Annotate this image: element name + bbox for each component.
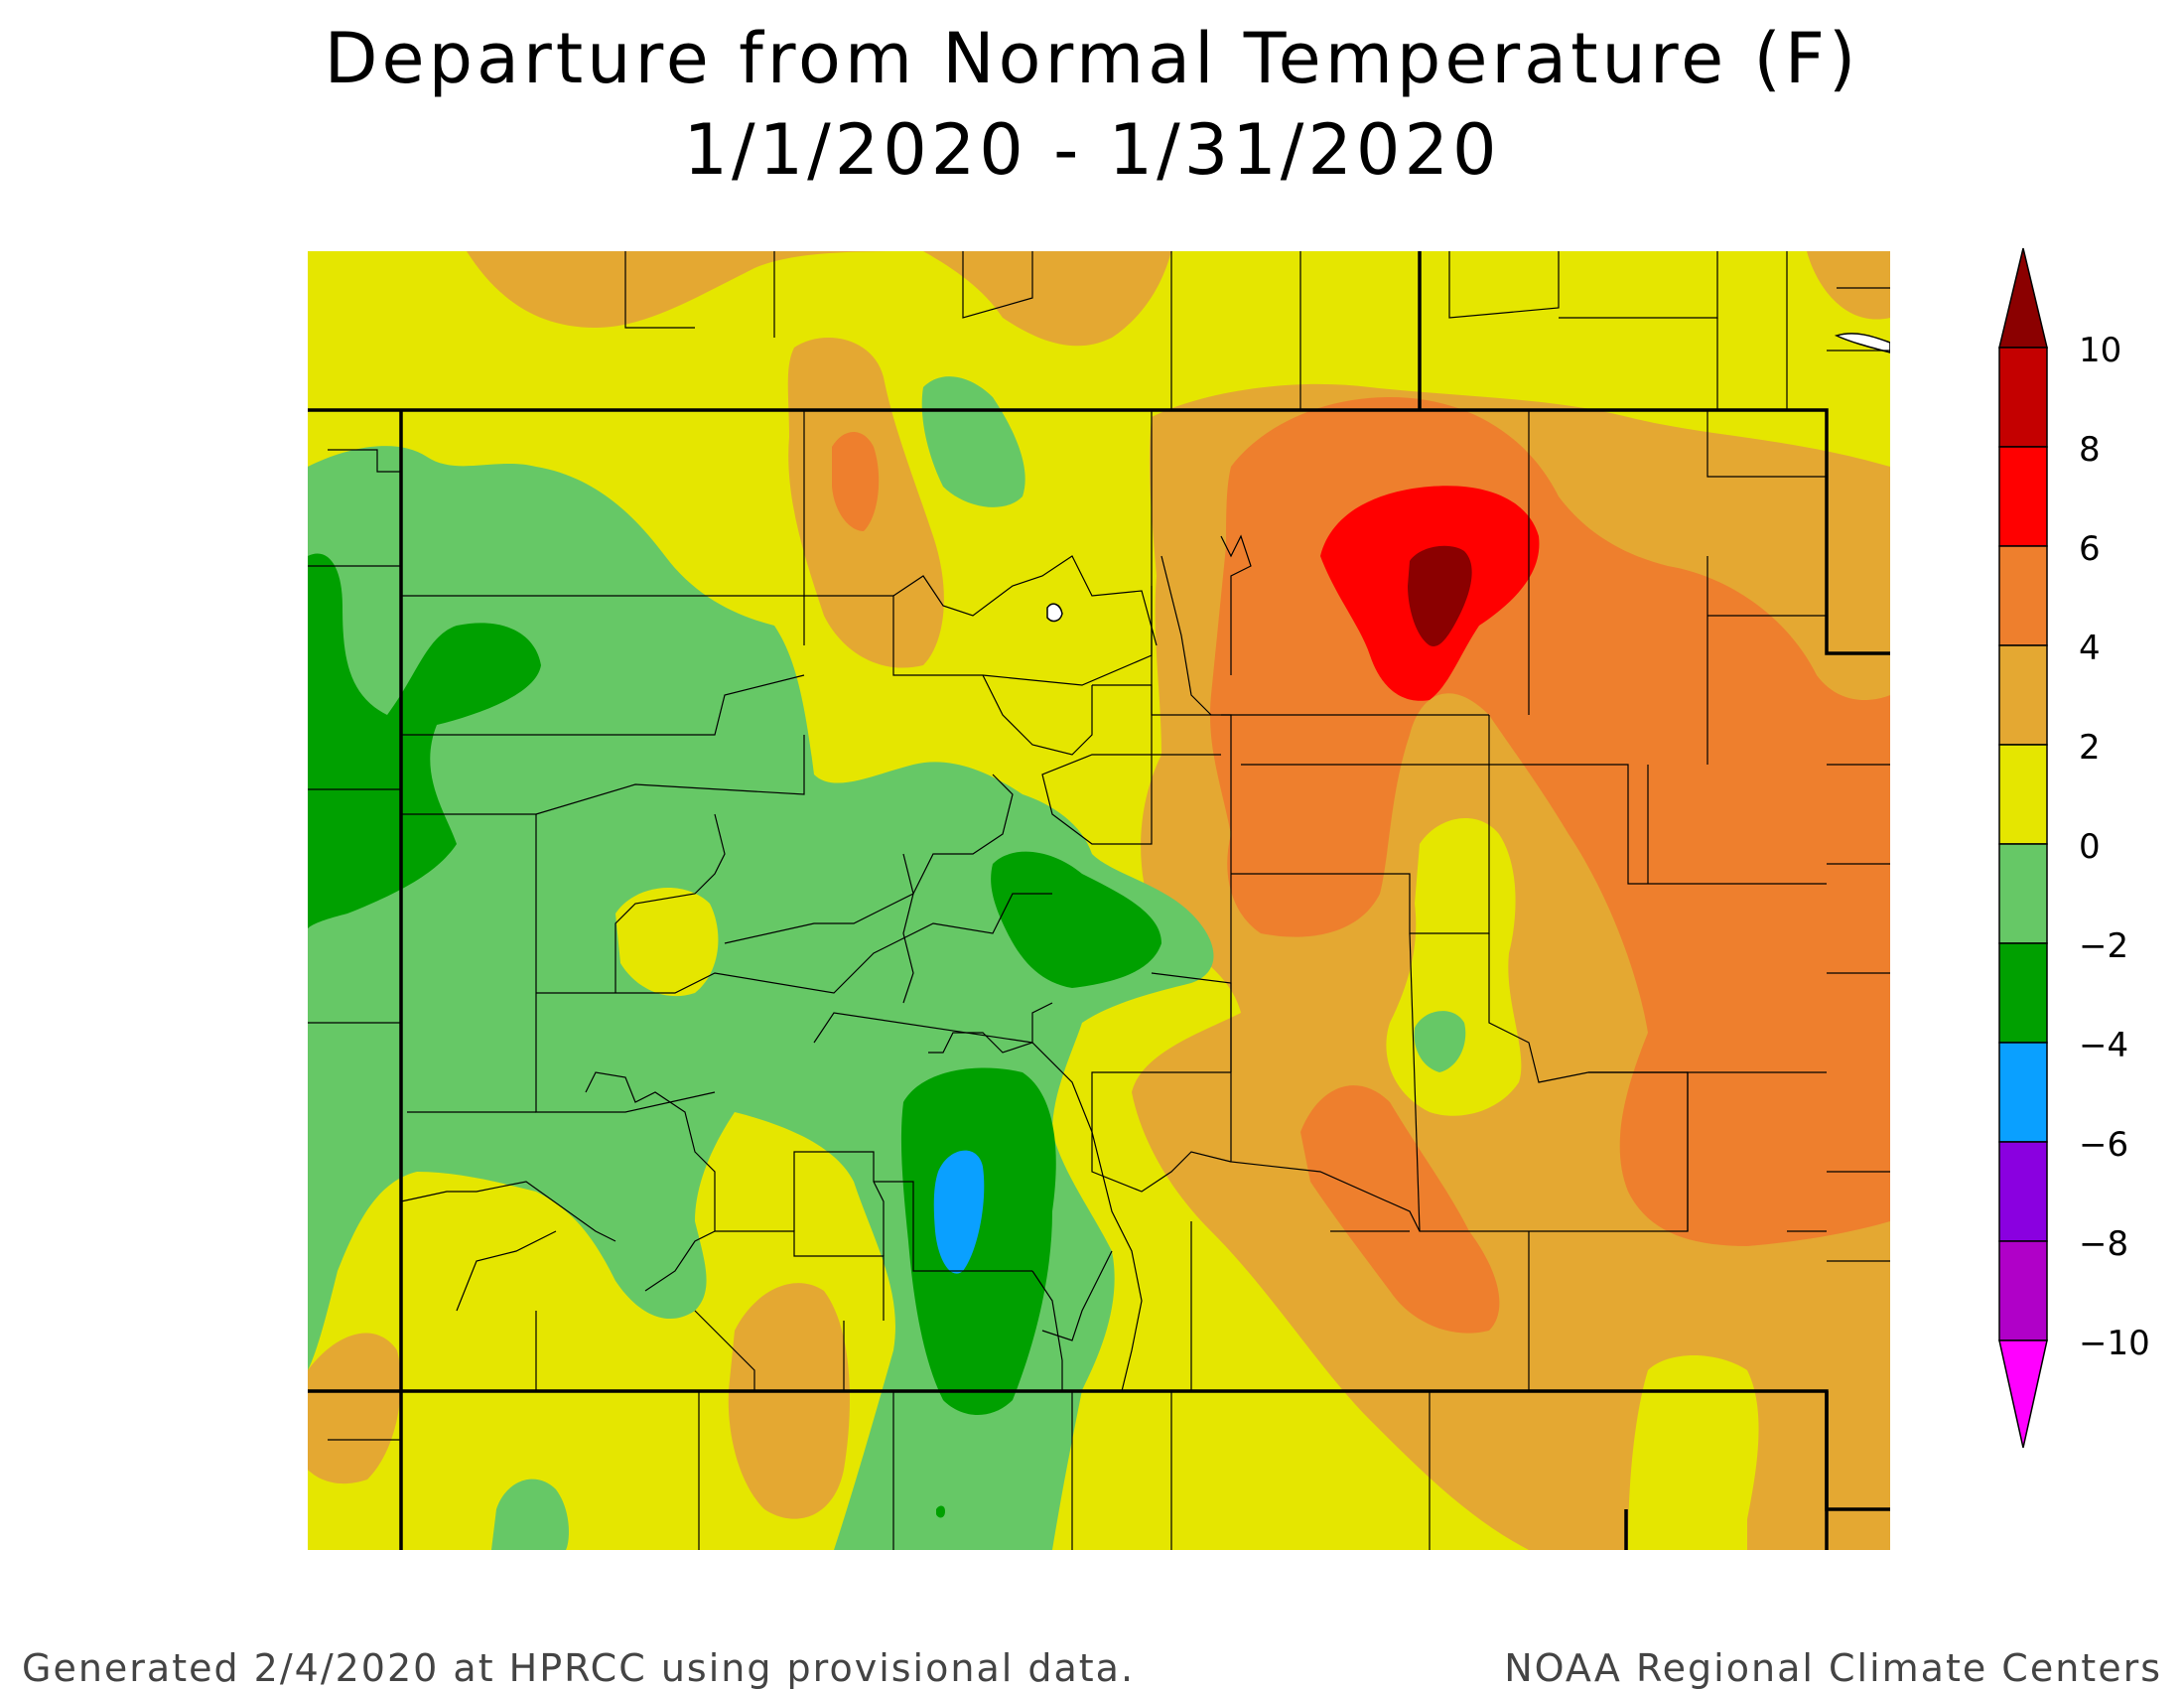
legend-bin-neg10-to-neg8 <box>1998 1240 2048 1341</box>
legend <box>1998 247 2048 1449</box>
contour-2-to-4-north-top <box>467 251 923 328</box>
contour-neg4-to-neg2-south <box>900 1067 1056 1415</box>
legend-bin-neg6-to-neg4 <box>1998 1042 2048 1143</box>
legend-labels: 10 8 6 4 2 0 −2 −4 −6 −8 −10 <box>2079 331 2150 1363</box>
contour-neg2-to-0-southwest-blob <box>491 1479 569 1550</box>
source-credit: NOAA Regional Climate Centers <box>1504 1646 2162 1690</box>
legend-label-4: 4 <box>2079 629 2101 668</box>
legend-bin-6-to-8 <box>1998 446 2048 547</box>
contour-neg2-to-0-east-pocket <box>1414 1011 1466 1072</box>
contour-neg4-to-neg2-west <box>308 553 541 928</box>
contour-field <box>308 251 1890 1550</box>
legend-bin-above-10 <box>1998 247 2048 349</box>
contour-0-to-2-north-pocket <box>1477 321 1538 379</box>
legend-label-neg4: −4 <box>2079 1026 2128 1065</box>
legend-label-0: 0 <box>2079 827 2101 867</box>
lake-northeast <box>1834 333 1890 353</box>
legend-bin-4-to-6 <box>1998 545 2048 646</box>
legend-bin-8-to-10 <box>1998 347 2048 448</box>
contour-4-to-6-southcentral <box>1300 1085 1500 1334</box>
legend-label-neg6: −6 <box>2079 1125 2128 1165</box>
contour-2-to-4-southeast-corner <box>1855 1291 1890 1450</box>
legend-bin-0-to-2 <box>1998 744 2048 845</box>
legend-label-neg2: −2 <box>2079 926 2128 966</box>
legend-label-2: 2 <box>2079 728 2101 768</box>
contour-2-to-4-north <box>467 251 1171 347</box>
contour-2-to-4-northeast <box>1171 251 1890 320</box>
map-date-range: 1/1/2020 - 1/31/2020 <box>683 109 1501 191</box>
legend-bin-neg4-to-neg2 <box>1998 942 2048 1044</box>
contour-8-to-10 <box>1408 545 1472 646</box>
legend-label-6: 6 <box>2079 529 2101 569</box>
legend-bin-neg2-to-0 <box>1998 843 2048 944</box>
contour-2-to-4-southwest <box>308 1333 401 1484</box>
generated-note: Generated 2/4/2020 at HPRCC using provis… <box>22 1646 1136 1690</box>
legend-label-neg8: −8 <box>2079 1224 2128 1264</box>
contour-neg6-to-neg4 <box>933 1150 985 1274</box>
contour-0-to-2-se-pocket <box>1628 1355 1759 1550</box>
state-borders <box>308 251 1890 1550</box>
legend-bin-2-to-4 <box>1998 644 2048 746</box>
contour-neg4-to-neg2-center <box>991 851 1161 988</box>
map-title: Departure from Normal Temperature (F) <box>324 18 1860 99</box>
legend-label-8: 8 <box>2079 430 2101 470</box>
contour-neg4-to-neg2-dot <box>936 1505 945 1518</box>
contour-0-to-2-west-pocket <box>615 887 719 997</box>
county-lines <box>308 251 1890 1550</box>
legend-label-10: 10 <box>2079 331 2121 370</box>
legend-label-neg10: −10 <box>2079 1324 2150 1363</box>
contour-2-to-4-south <box>728 1283 850 1519</box>
legend-bin-neg8-to-neg6 <box>1998 1141 2048 1242</box>
lake-north <box>1046 603 1063 623</box>
legend-bin-below-neg10 <box>1998 1339 2048 1449</box>
contour-4-to-6-northwest-dot <box>832 432 880 531</box>
